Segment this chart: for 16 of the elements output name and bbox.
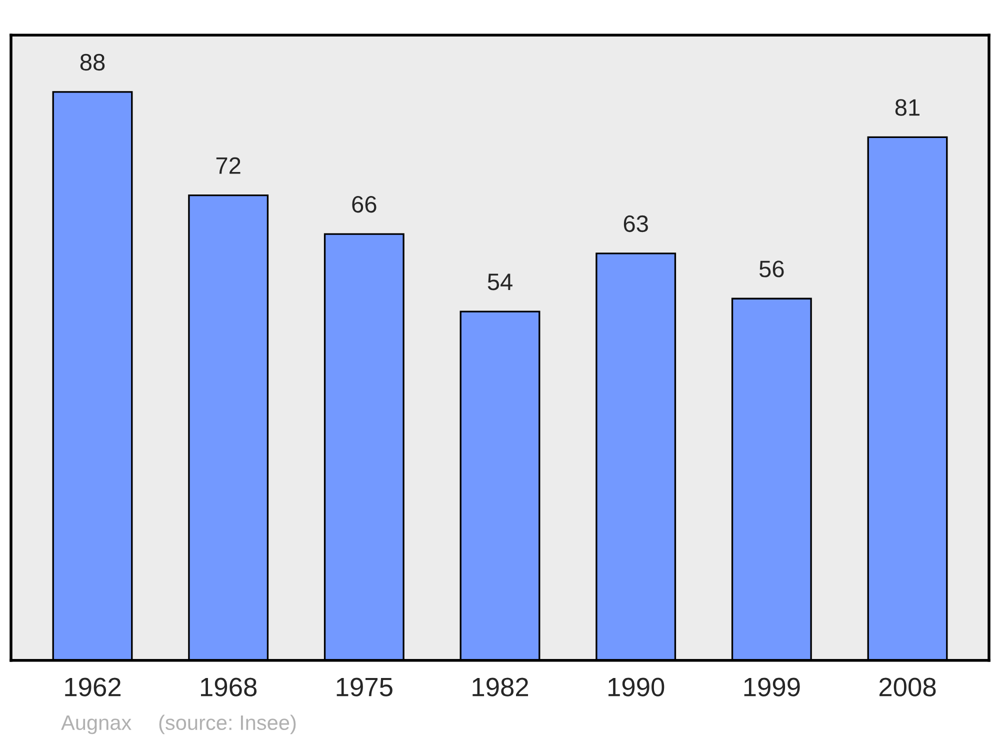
data-label: 54 (488, 274, 512, 290)
data-label: 66 (352, 196, 376, 213)
text: (source: Insee) (159, 714, 296, 734)
data-label: 63 (624, 215, 648, 232)
data-label: 88 (80, 54, 105, 71)
x-tick-label: 1982 (472, 678, 528, 696)
text: Augnax (61, 715, 132, 734)
x-tick-label: 2008 (879, 678, 936, 696)
x-tick-label: 1990 (608, 678, 664, 696)
x-tick-label: 1962 (65, 678, 121, 696)
data-label: 56 (759, 260, 784, 278)
x-tick-label: 1968 (200, 678, 257, 696)
x-tick-label: 1999 (744, 678, 800, 696)
data-label: 81 (895, 99, 920, 116)
x-tick-label: 1975 (336, 678, 392, 696)
data-label: 72 (216, 157, 240, 174)
